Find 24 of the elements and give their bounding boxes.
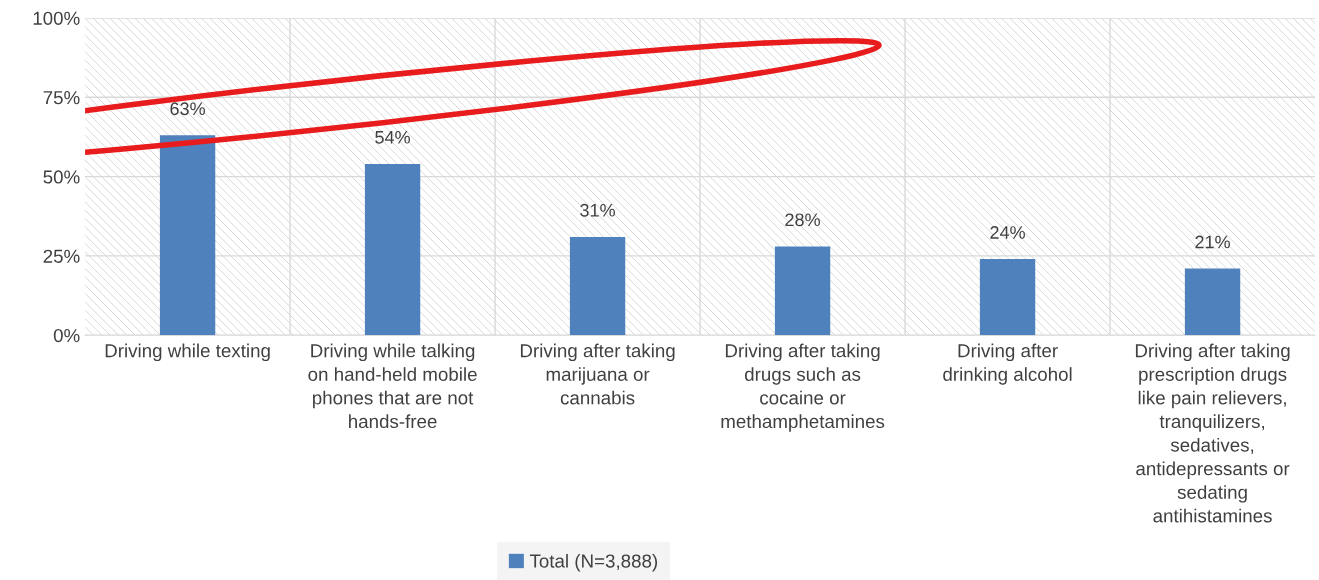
data-label: 31% [580,203,615,217]
x-tick-label: Driving after taking prescription drugs like pain relievers, tranquilizers, sedatives, antidepressants or sedating antihistamines [1135,343,1290,523]
bar [979,259,1036,336]
x-tick-label: Driving while talking on hand-held mobile phones that are not hands-free [308,343,477,429]
bar [159,135,216,336]
data-label: 24% [990,226,1025,239]
data-label: 54% [375,130,410,144]
x-tick-label: Driving after taking drugs such as cocaine or methamphetamines [721,343,885,432]
x-tick-label: Driving after taking marijuana or cannabis [520,343,675,405]
data-label: 63% [170,102,205,116]
bar [1184,268,1241,336]
bar [774,246,831,336]
x-tick-label: Driving after drinking alcohol [943,343,1072,385]
bar [364,163,421,336]
y-tick-label: 0% [53,328,80,343]
data-label: 28% [785,213,820,227]
legend-label: Total (N=3,888) [529,553,658,572]
bar [569,236,626,336]
x-tick-label: Driving while texting [105,343,270,362]
y-tick-label: 75% [43,91,80,105]
y-tick-label: 100% [33,11,80,25]
data-label: 21% [1195,235,1230,249]
y-tick-label: 25% [43,249,80,263]
y-tick-label: 50% [43,170,80,184]
